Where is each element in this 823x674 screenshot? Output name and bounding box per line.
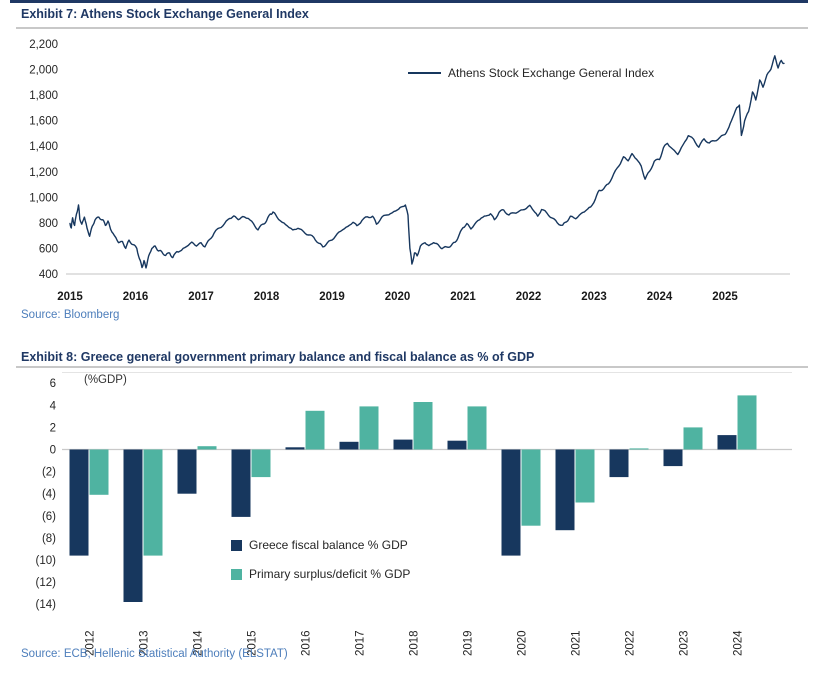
- bar-x-tick-label: 2022: [625, 630, 637, 656]
- bar-x-tick-label: 2013: [139, 630, 151, 656]
- exhibit7-source: Source: Bloomberg: [21, 309, 120, 321]
- top-rule: [10, 0, 808, 3]
- fiscal-balance-bar: [285, 447, 305, 450]
- primary-balance-bar: [143, 449, 163, 556]
- line-chart-legend: Athens Stock Exchange General Index: [408, 66, 654, 80]
- exhibit7-title: Exhibit 7: Athens Stock Exchange General…: [21, 7, 309, 21]
- primary-balance-bar: [629, 448, 649, 450]
- primary-balance-legend-label: Primary surplus/deficit % GDP: [249, 567, 411, 581]
- fiscal-balance-bar: [231, 449, 251, 517]
- athex-index-line: [69, 55, 785, 269]
- line-y-tick-label: 2,000: [29, 65, 58, 77]
- fiscal-balance-legend-label: Greece fiscal balance % GDP: [249, 538, 408, 552]
- exhibit8-source: Source: ECB, Hellenic Statistical Author…: [21, 648, 288, 660]
- primary-balance-bar: [683, 427, 703, 450]
- line-y-tick-label: 1,600: [29, 116, 58, 128]
- line-x-tick-label: 2018: [254, 291, 280, 303]
- line-x-tick-label: 2017: [188, 291, 214, 303]
- line-y-tick-label: 1,400: [29, 141, 58, 153]
- line-x-tick-label: 2019: [319, 291, 345, 303]
- bar-y-tick-label: (14): [36, 599, 57, 611]
- bar-y-tick-label: 6: [50, 378, 56, 390]
- bar-x-tick-label: 2015: [247, 630, 259, 656]
- bar-x-tick-label: 2014: [193, 630, 205, 656]
- primary-balance-legend-row: Primary surplus/deficit % GDP: [231, 567, 410, 581]
- primary-balance-legend-swatch: [231, 568, 242, 580]
- fiscal-balance-bar: [555, 449, 575, 531]
- fiscal-balance-bar: [609, 449, 629, 478]
- line-x-tick-label: 2021: [450, 291, 476, 303]
- athex-line-swatch: [408, 72, 441, 74]
- bar-x-tick-label: 2016: [301, 630, 313, 656]
- bar-x-tick-label: 2024: [733, 630, 745, 656]
- fiscal-balance-bar: [393, 439, 413, 450]
- fiscal-balance-bar: [663, 449, 683, 467]
- exhibit8-title: Exhibit 8: Greece general government pri…: [21, 350, 535, 364]
- bar-x-tick-label: 2018: [409, 630, 421, 656]
- primary-balance-bar: [413, 402, 433, 450]
- line-x-tick-label: 2023: [581, 291, 607, 303]
- line-x-tick-label: 2025: [712, 291, 738, 303]
- fiscal-balance-bar: [123, 449, 143, 602]
- primary-balance-bar: [89, 449, 109, 495]
- fiscal-balance-legend-row: Greece fiscal balance % GDP: [231, 538, 410, 552]
- bar-x-tick-label: 2019: [463, 630, 475, 656]
- bar-x-tick-label: 2017: [355, 630, 367, 656]
- line-x-tick-label: 2016: [123, 291, 149, 303]
- bar-x-tick-label: 2020: [517, 630, 529, 656]
- exhibit8-title-rule: [16, 366, 808, 368]
- primary-balance-bar: [251, 449, 271, 478]
- bar-y-tick-label: (6): [42, 511, 56, 523]
- line-x-tick-label: 2015: [57, 291, 83, 303]
- bar-y-tick-label: 2: [50, 422, 56, 434]
- primary-balance-bar: [521, 449, 541, 526]
- gdp-unit-label: (%GDP): [84, 374, 127, 386]
- bar-y-tick-label: 4: [50, 400, 57, 412]
- line-x-tick-label: 2022: [516, 291, 542, 303]
- primary-balance-bar: [305, 410, 325, 450]
- line-x-tick-label: 2020: [385, 291, 411, 303]
- bar-y-tick-label: (10): [36, 555, 57, 567]
- fiscal-balance-bar: [717, 435, 737, 450]
- primary-balance-bar: [197, 446, 217, 450]
- fiscal-balance-bar: [339, 441, 359, 450]
- fiscal-balance-bar: [177, 449, 197, 494]
- bar-y-tick-label: (12): [36, 577, 57, 589]
- bar-y-tick-label: (2): [42, 467, 56, 479]
- line-x-tick-label: 2024: [647, 291, 673, 303]
- line-y-tick-label: 1,200: [29, 167, 58, 179]
- exhibit7-title-rule: [16, 27, 808, 29]
- fiscal-balance-bar: [501, 449, 521, 556]
- primary-balance-bar: [467, 406, 487, 450]
- bar-y-tick-label: 0: [50, 445, 56, 457]
- line-y-tick-label: 800: [39, 218, 58, 230]
- fiscal-balance-legend-swatch: [231, 539, 242, 551]
- fiscal-balance-bar: [447, 440, 467, 450]
- bar-y-tick-label: (4): [42, 489, 56, 501]
- bar-x-tick-label: 2023: [679, 630, 691, 656]
- line-y-tick-label: 400: [39, 269, 58, 281]
- athex-legend-label: Athens Stock Exchange General Index: [448, 66, 655, 80]
- bar-x-tick-label: 2021: [571, 630, 583, 656]
- line-y-tick-label: 1,800: [29, 90, 58, 102]
- line-y-tick-label: 1,000: [29, 192, 58, 204]
- bar-y-tick-label: (8): [42, 533, 56, 545]
- line-y-tick-label: 2,200: [29, 39, 58, 51]
- bar-x-tick-label: 2012: [85, 630, 97, 656]
- bar-chart-legend: Greece fiscal balance % GDP Primary surp…: [231, 538, 410, 596]
- fiscal-balance-bar: [69, 449, 89, 556]
- primary-balance-bar: [575, 449, 595, 503]
- line-y-tick-label: 600: [39, 243, 58, 255]
- primary-balance-bar: [359, 406, 379, 450]
- primary-balance-bar: [737, 395, 757, 450]
